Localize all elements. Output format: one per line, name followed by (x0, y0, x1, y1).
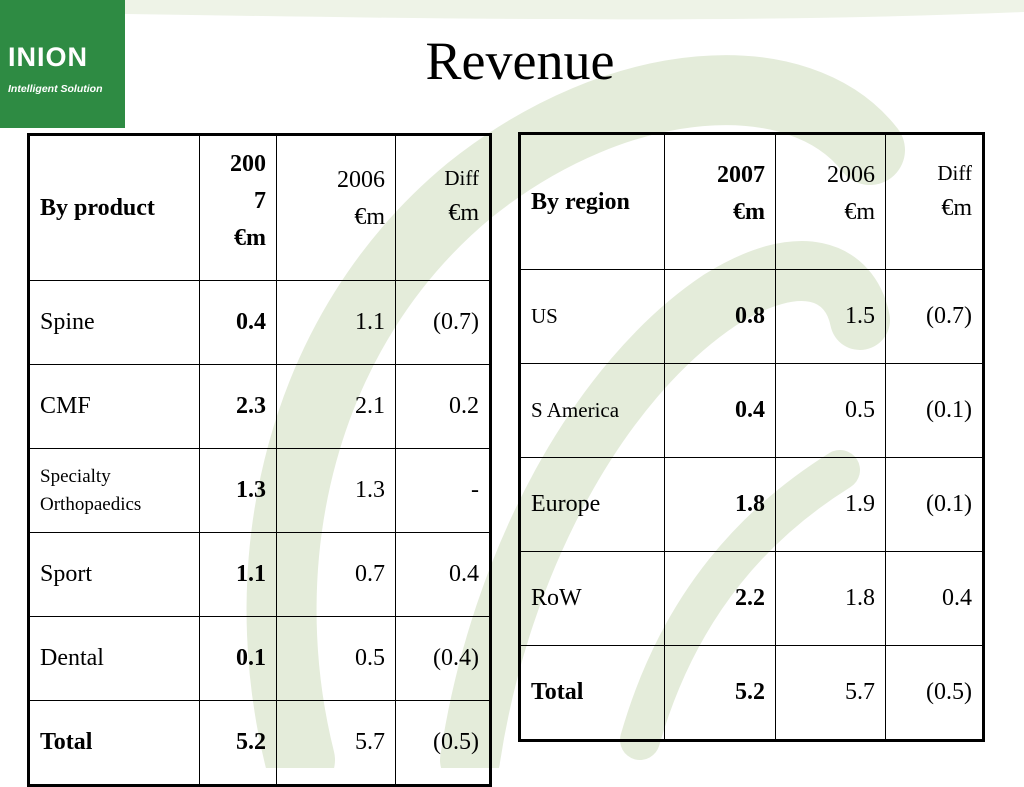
table-row: Europe 1.8 1.9 (0.1) (518, 457, 985, 552)
value-2006: 0.5 (775, 363, 886, 458)
value-2006: 1.8 (775, 551, 886, 646)
col-diff-label: Diff (444, 166, 479, 190)
col-2006-year: 2006 (827, 162, 875, 188)
logo-tagline: Intelligent Solution (8, 83, 103, 95)
value-2006: 0.5 (276, 616, 396, 701)
col-diff-unit: €m (448, 199, 479, 226)
value-2006: 1.1 (276, 280, 396, 365)
value-diff: - (395, 448, 492, 533)
value-2006: 5.7 (276, 700, 396, 787)
row-label: Specialty Orthopaedics (27, 448, 200, 533)
by-product-header: By product (27, 133, 200, 281)
value-2007: 1.1 (199, 532, 277, 617)
total-row: Total 5.2 5.7 (0.5) (27, 700, 492, 787)
table-row: S America 0.4 0.5 (0.1) (518, 363, 985, 458)
value-2007: 0.8 (664, 269, 776, 364)
value-2007: 2.2 (664, 551, 776, 646)
slide-title: Revenue (425, 31, 615, 91)
value-2007: 5.2 (199, 700, 277, 787)
value-2007: 2.3 (199, 364, 277, 449)
table-row: RoW 2.2 1.8 0.4 (518, 551, 985, 646)
col-2006-unit: €m (354, 204, 385, 231)
col-2006-unit: €m (844, 199, 875, 226)
table-header-row: By product 2007 €m 2006 €m Diff €m (27, 133, 492, 281)
table-row: Spine 0.4 1.1 (0.7) (27, 280, 492, 365)
table-row: US 0.8 1.5 (0.7) (518, 269, 985, 364)
value-2007: 0.4 (664, 363, 776, 458)
row-label: Total (518, 645, 665, 742)
col-2007-unit: €m (234, 225, 266, 252)
value-diff: (0.1) (885, 457, 985, 552)
col-2007-unit: €m (733, 199, 765, 226)
col-diff-unit: €m (941, 194, 972, 221)
value-diff: (0.7) (885, 269, 985, 364)
value-diff: 0.4 (395, 532, 492, 617)
value-diff: (0.5) (395, 700, 492, 787)
value-2006: 1.5 (775, 269, 886, 364)
value-2006: 1.9 (775, 457, 886, 552)
value-2007: 1.3 (199, 448, 277, 533)
row-label: Spine (27, 280, 200, 365)
row-label: Total (27, 700, 200, 787)
row-label: CMF (27, 364, 200, 449)
col-2007-year: 2007 (230, 151, 266, 215)
value-2006: 2.1 (276, 364, 396, 449)
row-label: S America (518, 363, 665, 458)
total-row: Total 5.2 5.7 (0.5) (518, 645, 985, 742)
by-product-table: By product 2007 €m 2006 €m Diff €m Spine… (27, 133, 492, 787)
value-diff: (0.1) (885, 363, 985, 458)
row-label: RoW (518, 551, 665, 646)
by-region-table: By region 2007 €m 2006 €m Diff €m US 0.8… (518, 132, 985, 742)
table-row: Specialty Orthopaedics 1.3 1.3 - (27, 448, 492, 533)
col-2006-header: 2006 €m (775, 132, 886, 270)
value-diff: 0.2 (395, 364, 492, 449)
logo-name: INION (8, 42, 89, 72)
value-diff: (0.7) (395, 280, 492, 365)
col-2006-header: 2006 €m (276, 133, 396, 281)
value-diff: 0.4 (885, 551, 985, 646)
value-2006: 1.3 (276, 448, 396, 533)
col-2007-header: 2007 €m (664, 132, 776, 270)
table-row: Sport 1.1 0.7 0.4 (27, 532, 492, 617)
col-diff-label: Diff (937, 161, 972, 185)
col-diff-header: Diff €m (885, 132, 985, 270)
row-label: Sport (27, 532, 200, 617)
value-2007: 0.1 (199, 616, 277, 701)
value-diff: (0.5) (885, 645, 985, 742)
value-2007: 0.4 (199, 280, 277, 365)
col-diff-header: Diff €m (395, 133, 492, 281)
value-2006: 0.7 (276, 532, 396, 617)
inion-logo: INION Intelligent Solution (0, 0, 125, 128)
table-row: Dental 0.1 0.5 (0.4) (27, 616, 492, 701)
row-label: US (518, 269, 665, 364)
by-region-header: By region (518, 132, 665, 270)
table-row: CMF 2.3 2.1 0.2 (27, 364, 492, 449)
col-2006-year: 2006 (337, 167, 385, 193)
col-2007-year: 2007 (717, 162, 765, 188)
row-label: Dental (27, 616, 200, 701)
row-label: Europe (518, 457, 665, 552)
value-2007: 5.2 (664, 645, 776, 742)
table-header-row: By region 2007 €m 2006 €m Diff €m (518, 132, 985, 270)
value-2007: 1.8 (664, 457, 776, 552)
col-2007-header: 2007 €m (199, 133, 277, 281)
value-diff: (0.4) (395, 616, 492, 701)
value-2006: 5.7 (775, 645, 886, 742)
